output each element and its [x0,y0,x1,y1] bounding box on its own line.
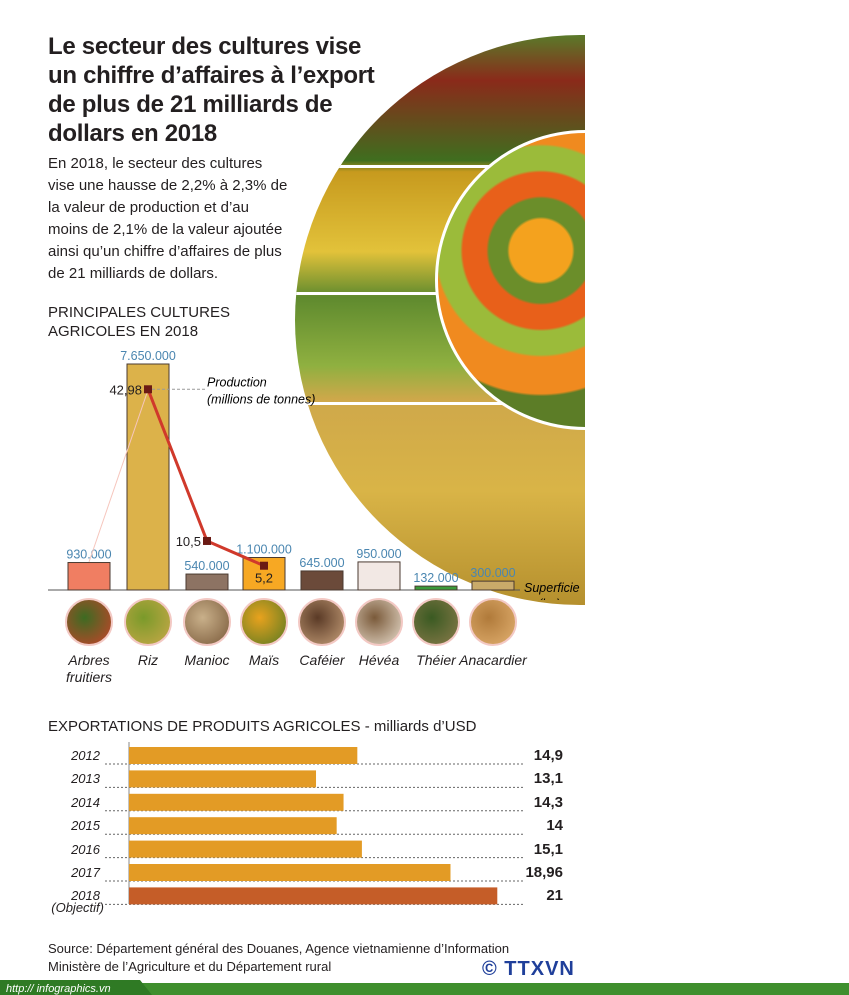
crop-icon [65,598,113,646]
production-point [203,536,211,545]
crop-icon [469,598,517,646]
export-value: 15,1 [533,840,563,858]
crops-chart-title: PRINCIPALES CULTURES AGRICOLES EN 2018 [48,304,230,340]
year-label: 2015 [71,818,100,834]
website-link[interactable]: http:// infographics.vn [6,983,111,995]
export-value: 13,1 [533,770,563,788]
export-bar [129,770,317,788]
target-note: (Objectif) [51,900,104,915]
area-label: 645.000 [299,556,344,570]
connector [88,389,149,563]
production-legend-unit: (millions de tonnes) [207,392,315,406]
year-label: 2017 [71,865,100,880]
crop-icon [183,598,231,646]
export-bar [129,817,337,835]
page-title: Le secteur des cultures vise un chiffre … [48,33,375,147]
production-point [144,385,152,394]
source-line: Ministère de l’Agriculture et du Départe… [48,959,332,974]
production-label: 10,5 [176,534,201,549]
export-bar [129,840,362,858]
production-point [260,561,268,570]
year-label: 2013 [71,771,100,787]
area-label: 300.000 [470,566,515,580]
export-value: 18,96 [525,864,563,881]
export-bar [129,887,498,905]
export-bar [129,793,344,811]
export-value: 14 [546,817,563,835]
crop-icon [298,598,346,646]
area-label: 7.650.000 [120,349,176,363]
crop-icon [124,598,172,646]
intro-text: En 2018, le secteur des cultures vise un… [48,155,288,282]
export-value: 21 [546,887,563,905]
area-bar [242,557,286,591]
area-label: 132.000 [413,571,458,585]
crop-label: Riz [137,652,159,668]
crop-label: Hévéa [358,652,400,668]
year-label: 2016 [71,841,100,857]
ttxvn-logo: © TTXVN [482,958,575,980]
production-label: 42,98 [109,382,142,397]
export-bar [129,747,358,764]
source-text: Source: Département général des Douanes,… [48,940,509,976]
divider [295,165,585,168]
export-bar [129,864,451,881]
crop-label: Arbres fruitiers [66,652,112,685]
axis-label: Superficie [524,581,580,595]
production-label: 5,2 [255,571,273,586]
source-line: Source: Département général des Douanes,… [48,941,510,956]
area-label: 930.000 [66,548,111,562]
crop-label: Manioc [184,652,230,668]
area-label: 1.100.000 [236,543,292,557]
crop-icon [412,598,460,646]
footer-bar: http:// infographics.vn [0,980,849,995]
area-bar [357,561,401,591]
crop-label: Maïs [248,652,280,668]
exports-bars [105,742,525,905]
year-label: 2012 [71,748,100,763]
area-bar [300,570,344,591]
year-label: 2014 [71,794,100,810]
crop-icon [240,598,288,646]
area-label: 540.000 [184,559,229,573]
export-value: 14,3 [533,793,563,811]
year-label: 2018 [71,888,100,904]
crop-photo-collage [290,35,585,605]
area-label: 950.000 [356,547,401,561]
crops-chart: 930.000 7.650.000 540.000 1.100.000 645.000 9… [48,349,580,600]
area-bar [414,585,458,591]
crop-label: Anacardier [459,652,527,668]
divider [295,402,585,405]
export-value: 14,9 [533,747,563,764]
area-bar [471,580,515,591]
area-bar [67,562,111,591]
crop-label: Caféier [299,652,345,668]
crop-label: Théier [416,652,456,668]
axis-label-unit: (ha) [538,597,560,600]
exports-chart-title: EXPORTATIONS DE PRODUITS AGRICOLES - mil… [48,718,477,735]
area-bar [126,363,170,591]
crop-icon [355,598,403,646]
area-bar [185,573,229,591]
production-legend: Production [207,375,267,389]
